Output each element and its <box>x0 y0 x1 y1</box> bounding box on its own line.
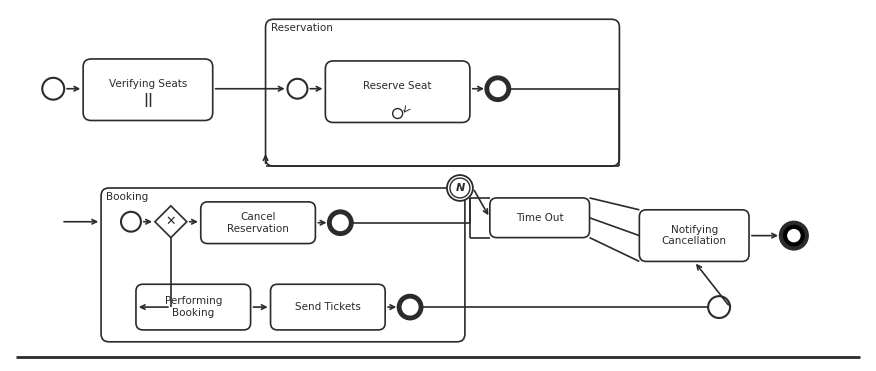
FancyBboxPatch shape <box>639 210 749 262</box>
Text: ✕: ✕ <box>166 215 176 228</box>
Text: Booking: Booking <box>106 192 148 202</box>
FancyBboxPatch shape <box>325 61 470 122</box>
Text: Reservation: Reservation <box>271 23 332 33</box>
FancyBboxPatch shape <box>271 284 385 330</box>
Circle shape <box>121 212 141 232</box>
Text: Cancel
Reservation: Cancel Reservation <box>227 212 289 233</box>
FancyBboxPatch shape <box>201 202 315 244</box>
Text: Send Tickets: Send Tickets <box>295 302 361 312</box>
Circle shape <box>329 212 351 234</box>
Circle shape <box>399 296 421 318</box>
FancyBboxPatch shape <box>265 19 619 166</box>
Text: N: N <box>456 183 464 193</box>
Text: Time Out: Time Out <box>516 213 563 223</box>
Circle shape <box>781 223 807 249</box>
Circle shape <box>450 178 470 198</box>
FancyBboxPatch shape <box>83 59 213 121</box>
Circle shape <box>42 78 64 100</box>
Text: Verifying Seats: Verifying Seats <box>109 79 187 89</box>
Polygon shape <box>155 206 187 237</box>
FancyBboxPatch shape <box>136 284 251 330</box>
FancyBboxPatch shape <box>490 198 590 237</box>
Circle shape <box>287 79 307 99</box>
Text: Reserve Seat: Reserve Seat <box>364 81 432 91</box>
Circle shape <box>447 175 473 201</box>
Text: Performing
Booking: Performing Booking <box>165 296 222 318</box>
Text: Notifying
Cancellation: Notifying Cancellation <box>661 225 727 246</box>
Circle shape <box>708 296 730 318</box>
Circle shape <box>788 229 801 242</box>
Circle shape <box>487 78 509 100</box>
Circle shape <box>392 109 403 118</box>
FancyBboxPatch shape <box>101 188 465 342</box>
Text: ||: || <box>143 93 153 106</box>
